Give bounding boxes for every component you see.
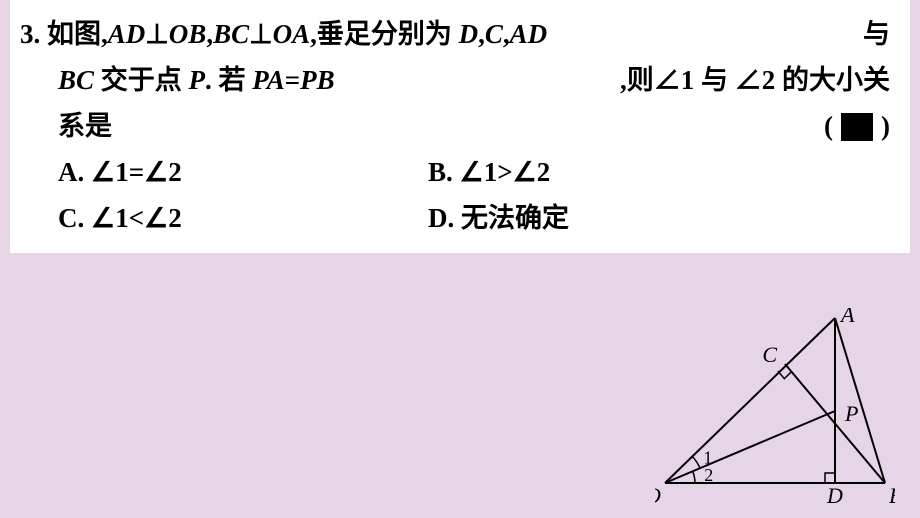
perp-symbol: ⊥ <box>249 19 273 49</box>
answer-blank: ( ) <box>824 104 890 150</box>
option-a: A. ∠1=∠2 <box>58 150 428 196</box>
var-p: P <box>189 65 206 95</box>
problem-number: 3. <box>20 19 40 49</box>
var-pa: PA <box>252 65 285 95</box>
paren-open: ( <box>824 104 833 150</box>
var-ad: AD <box>108 19 146 49</box>
problem-statement: 3. 如图,AD⊥OB,BC⊥OA,垂足分别为 D,C,AD 与 BC 交于点 … <box>20 12 890 150</box>
svg-text:C: C <box>762 342 777 367</box>
problem-line-1: 3. 如图,AD⊥OB,BC⊥OA,垂足分别为 D,C,AD 与 <box>20 12 890 58</box>
svg-text:D: D <box>826 483 843 508</box>
answer-box <box>841 113 873 141</box>
eq-symbol: = <box>285 65 300 95</box>
option-b: B. ∠1>∠2 <box>428 150 550 196</box>
svg-text:2: 2 <box>704 465 713 485</box>
var-c: C <box>485 19 503 49</box>
option-d: D. 无法确定 <box>428 196 569 242</box>
perp-symbol: ⊥ <box>145 19 169 49</box>
problem-content: 3. 如图,AD⊥OB,BC⊥OA,垂足分别为 D,C,AD 与 BC 交于点 … <box>10 0 910 253</box>
diagram-svg: OABCDP 12 <box>655 308 895 508</box>
problem-line-3: 系是 ( ) <box>20 104 890 150</box>
comma: , <box>503 19 510 49</box>
options-container: A. ∠1=∠2 B. ∠1>∠2 C. ∠1<∠2 D. 无法确定 <box>20 150 890 242</box>
text-segment: . 若 <box>205 65 252 95</box>
text-segment: 与 <box>863 12 890 58</box>
var-oa: OA <box>273 19 311 49</box>
option-row-1: A. ∠1=∠2 B. ∠1>∠2 <box>58 150 890 196</box>
text-segment: ,则∠1 与 ∠2 的大小关 <box>620 58 890 104</box>
option-row-2: C. ∠1<∠2 D. 无法确定 <box>58 196 890 242</box>
problem-line-2: BC 交于点 P. 若 PA=PB ,则∠1 与 ∠2 的大小关 <box>20 58 890 104</box>
text-segment: 如图, <box>47 19 108 49</box>
text-segment: 系是 <box>58 104 112 150</box>
svg-text:P: P <box>844 401 858 426</box>
var-pb: PB <box>300 65 335 95</box>
text-segment: 交于点 <box>94 65 189 95</box>
paren-close: ) <box>881 104 890 150</box>
var-bc: BC <box>58 65 94 95</box>
svg-text:B: B <box>889 483 895 508</box>
comma: , <box>478 19 485 49</box>
var-d: D <box>459 19 479 49</box>
svg-text:A: A <box>839 308 855 327</box>
option-c: C. ∠1<∠2 <box>58 196 428 242</box>
var-ad: AD <box>510 19 548 49</box>
var-bc: BC <box>213 19 249 49</box>
geometry-diagram: OABCDP 12 <box>655 308 895 508</box>
svg-text:O: O <box>655 483 661 508</box>
var-ob: OB <box>169 19 207 49</box>
text-segment: ,垂足分别为 <box>310 19 459 49</box>
